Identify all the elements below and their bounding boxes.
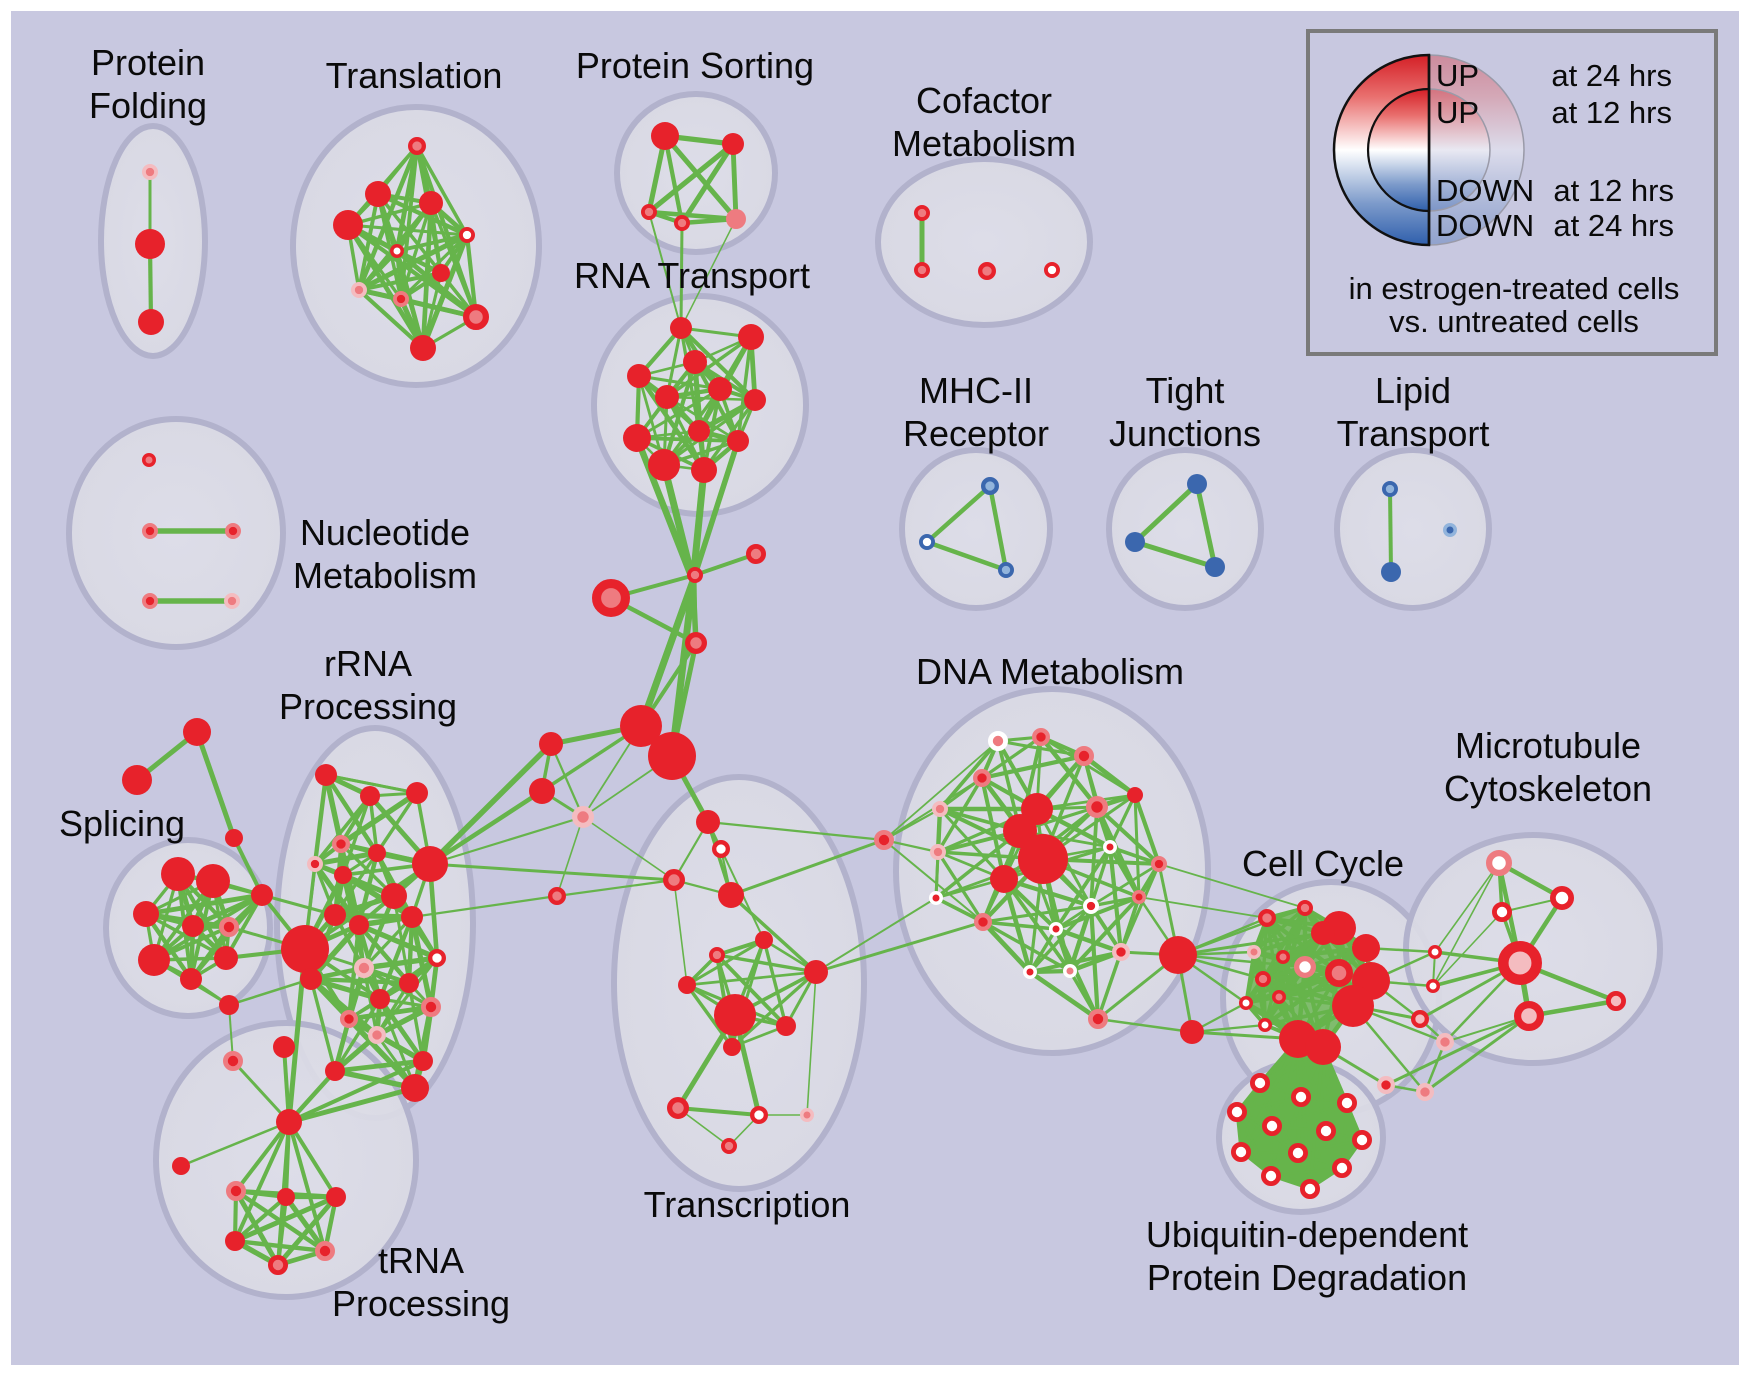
svg-text:Lipid: Lipid: [1375, 370, 1451, 411]
svg-text:Folding: Folding: [89, 85, 207, 126]
svg-text:Receptor: Receptor: [903, 413, 1049, 454]
svg-text:UP: UP: [1436, 58, 1479, 93]
svg-text:Cytoskeleton: Cytoskeleton: [1444, 768, 1652, 809]
svg-text:tRNA: tRNA: [378, 1240, 464, 1281]
svg-text:at 24 hrs: at 24 hrs: [1553, 208, 1674, 243]
svg-text:Nucleotide: Nucleotide: [300, 512, 470, 553]
svg-text:at 12 hrs: at 12 hrs: [1553, 173, 1674, 208]
svg-text:rRNA: rRNA: [324, 643, 412, 684]
svg-text:at 24 hrs: at 24 hrs: [1551, 58, 1672, 93]
svg-text:in estrogen-treated cells: in estrogen-treated cells: [1349, 271, 1680, 306]
svg-text:at 12 hrs: at 12 hrs: [1551, 95, 1672, 130]
svg-text:vs. untreated cells: vs. untreated cells: [1389, 304, 1639, 339]
svg-text:UP: UP: [1436, 95, 1479, 130]
svg-text:Ubiquitin-dependent: Ubiquitin-dependent: [1146, 1214, 1468, 1255]
svg-text:Transcription: Transcription: [644, 1184, 851, 1225]
svg-text:Tight: Tight: [1146, 370, 1225, 411]
svg-text:Protein Sorting: Protein Sorting: [576, 45, 814, 86]
svg-text:Metabolism: Metabolism: [293, 555, 477, 596]
svg-text:Metabolism: Metabolism: [892, 123, 1076, 164]
svg-text:Splicing: Splicing: [59, 803, 185, 844]
svg-text:DOWN: DOWN: [1436, 208, 1534, 243]
svg-text:Translation: Translation: [326, 55, 503, 96]
svg-text:Protein Degradation: Protein Degradation: [1147, 1257, 1467, 1298]
svg-text:Junctions: Junctions: [1109, 413, 1261, 454]
svg-text:Cell Cycle: Cell Cycle: [1242, 843, 1404, 884]
svg-text:Processing: Processing: [279, 686, 457, 727]
svg-text:Processing: Processing: [332, 1283, 510, 1324]
svg-text:Cofactor: Cofactor: [916, 80, 1052, 121]
svg-text:RNA Transport: RNA Transport: [574, 255, 810, 296]
svg-text:Protein: Protein: [91, 42, 205, 83]
svg-text:DOWN: DOWN: [1436, 173, 1534, 208]
svg-text:DNA Metabolism: DNA Metabolism: [916, 651, 1184, 692]
svg-text:Transport: Transport: [1337, 413, 1490, 454]
svg-text:MHC-II: MHC-II: [919, 370, 1033, 411]
svg-text:Microtubule: Microtubule: [1455, 725, 1641, 766]
